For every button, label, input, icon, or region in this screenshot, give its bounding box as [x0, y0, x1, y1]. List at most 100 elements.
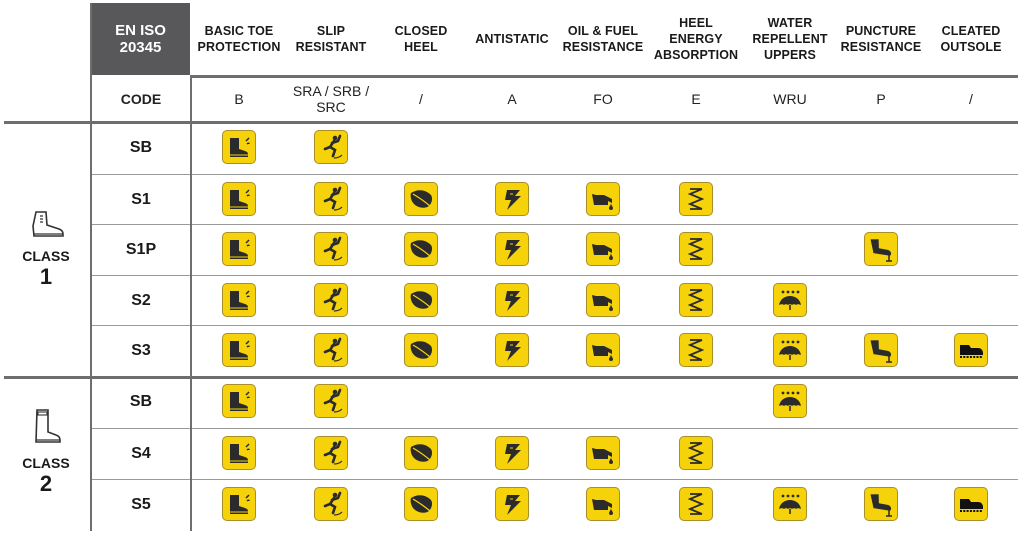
- column-header-water: WATER REPELLENT UPPERS: [742, 3, 838, 75]
- class-word: CLASS: [22, 248, 70, 264]
- oil-can-icon: [586, 436, 620, 470]
- closed-heel-icon: [404, 333, 438, 367]
- column-header-line: RESISTANCE: [562, 40, 644, 54]
- row-divider: [4, 121, 1018, 124]
- row-code-s1p: S1P: [125, 240, 157, 258]
- row-divider: [92, 428, 1018, 429]
- column-header-oil: OIL & FUEL RESISTANCE: [557, 3, 649, 75]
- column-header-line: UPPERS: [763, 48, 816, 62]
- column-header-line: OIL & FUEL: [567, 24, 639, 38]
- column-header-heel: CLOSED HEEL: [377, 3, 465, 75]
- column-header-line: HEEL: [404, 40, 438, 54]
- row-divider: [92, 275, 1018, 276]
- oil-can-icon: [586, 232, 620, 266]
- lightning-bolt-icon: [495, 436, 529, 470]
- column-header-line: CLOSED: [394, 24, 448, 38]
- code-header-cell: CODE: [120, 91, 162, 107]
- spring-icon: [679, 436, 713, 470]
- code-toe: B: [234, 91, 244, 107]
- code-energy: E: [691, 91, 701, 107]
- column-header-line: ENERGY: [669, 32, 723, 46]
- standard-header-cell: EN ISO 20345: [91, 3, 190, 75]
- code-antistatic: A: [507, 91, 517, 107]
- leather-boot-icon: [26, 209, 66, 244]
- row-divider: [92, 479, 1018, 480]
- code-slip: SRA / SRB / SRC: [292, 83, 370, 115]
- code-oil: FO: [593, 91, 613, 107]
- class-1-block: CLASS 1: [0, 122, 92, 377]
- class-word: CLASS: [22, 455, 70, 471]
- closed-heel-icon: [404, 232, 438, 266]
- code-cleated: /: [969, 91, 973, 107]
- column-header-puncture: PUNCTURE RESISTANCE: [837, 3, 925, 75]
- row-code-s3: S3: [131, 341, 151, 359]
- lightning-bolt-icon: [495, 232, 529, 266]
- spring-icon: [679, 487, 713, 521]
- column-divider: [90, 3, 92, 531]
- umbrella-rain-icon: [773, 487, 807, 521]
- spring-icon: [679, 232, 713, 266]
- code-puncture: P: [876, 91, 886, 107]
- slipping-person-icon: [314, 182, 348, 216]
- toe-cap-boot-icon: [222, 283, 256, 317]
- column-header-line: REPELLENT: [752, 32, 828, 46]
- toe-cap-boot-icon: [222, 232, 256, 266]
- column-header-line: ANTISTATIC: [475, 32, 549, 46]
- column-header-line: RESISTANT: [295, 40, 367, 54]
- toe-cap-boot-icon: [222, 333, 256, 367]
- column-header-line: PUNCTURE: [845, 24, 917, 38]
- standard-line1: EN ISO: [115, 22, 166, 39]
- row-divider: [92, 325, 1018, 326]
- column-header-line: SLIP: [316, 24, 346, 38]
- toe-cap-boot-icon: [222, 436, 256, 470]
- lightning-bolt-icon: [495, 487, 529, 521]
- column-header-line: RESISTANCE: [840, 40, 922, 54]
- row-code-s4: S4: [131, 444, 151, 462]
- puncture-nail-boot-icon: [864, 487, 898, 521]
- column-header-line: OUTSOLE: [940, 40, 1002, 54]
- slipping-person-icon: [314, 333, 348, 367]
- rubber-boot-icon: [28, 408, 64, 451]
- oil-can-icon: [586, 283, 620, 317]
- column-header-antistatic: ANTISTATIC: [465, 3, 559, 75]
- slipping-person-icon: [314, 487, 348, 521]
- row-divider: [190, 75, 1018, 78]
- spring-icon: [679, 182, 713, 216]
- toe-cap-boot-icon: [222, 384, 256, 418]
- cleated-shoe-icon: [954, 333, 988, 367]
- lightning-bolt-icon: [495, 333, 529, 367]
- umbrella-rain-icon: [773, 283, 807, 317]
- column-header-toe: BASIC TOE PROTECTION: [193, 3, 285, 75]
- umbrella-rain-icon: [773, 384, 807, 418]
- column-header-cleated: CLEATED OUTSOLE: [925, 3, 1017, 75]
- row-code-s1: S1: [131, 190, 151, 208]
- column-header-slip: SLIP RESISTANT: [285, 3, 377, 75]
- column-header-line: HEEL: [679, 16, 713, 30]
- column-header-line: PROTECTION: [197, 40, 281, 54]
- class-number: 1: [39, 264, 53, 289]
- column-header-energy: HEEL ENERGY ABSORPTION: [650, 3, 742, 75]
- toe-cap-boot-icon: [222, 130, 256, 164]
- column-header-line: ABSORPTION: [653, 48, 739, 62]
- oil-can-icon: [586, 182, 620, 216]
- slipping-person-icon: [314, 130, 348, 164]
- row-divider: [92, 174, 1018, 175]
- puncture-nail-boot-icon: [864, 333, 898, 367]
- lightning-bolt-icon: [495, 182, 529, 216]
- row-divider: [4, 376, 1018, 379]
- spring-icon: [679, 283, 713, 317]
- slipping-person-icon: [314, 283, 348, 317]
- row-code-s2: S2: [131, 291, 151, 309]
- puncture-nail-boot-icon: [864, 232, 898, 266]
- row-code-sb: SB: [129, 392, 153, 410]
- standard-line2: 20345: [119, 39, 162, 56]
- lightning-bolt-icon: [495, 283, 529, 317]
- class-2-block: CLASS 2: [0, 376, 92, 529]
- code-water: WRU: [773, 91, 807, 107]
- row-code-sb: SB: [129, 138, 153, 156]
- oil-can-icon: [586, 487, 620, 521]
- slipping-person-icon: [314, 436, 348, 470]
- class-number: 2: [39, 471, 53, 496]
- closed-heel-icon: [404, 283, 438, 317]
- column-divider: [190, 75, 192, 531]
